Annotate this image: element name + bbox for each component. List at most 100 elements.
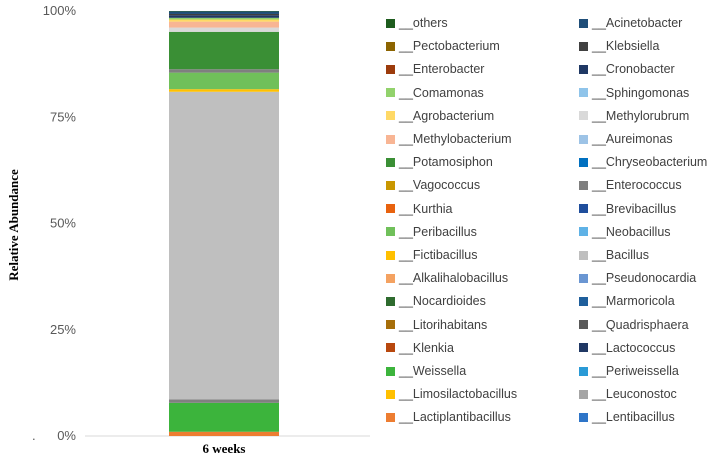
legend-item: __Cronobacter bbox=[579, 60, 675, 78]
legend-label: __Leuconostoc bbox=[592, 387, 677, 402]
legend-item: __Marmoricola bbox=[579, 292, 675, 310]
legend-item: __Lentibacillus bbox=[579, 408, 675, 426]
legend-label: __Enterobacter bbox=[399, 62, 485, 77]
bar-segment bbox=[169, 72, 279, 90]
legend-swatch bbox=[386, 88, 395, 98]
legend-item: __Comamonas bbox=[386, 84, 484, 102]
legend-swatch bbox=[579, 412, 588, 422]
legend-label: __Aureimonas bbox=[592, 132, 673, 146]
legend-label: __Lentibacillus bbox=[592, 410, 675, 425]
bar-segment bbox=[169, 431, 279, 436]
legend-item: __Aureimonas bbox=[579, 130, 673, 148]
legend-swatch bbox=[579, 320, 588, 330]
legend-item: __Neobacillus bbox=[579, 223, 671, 241]
legend-label: __Alkalihalobacillus bbox=[399, 271, 509, 286]
legend-swatch bbox=[579, 389, 588, 399]
legend-label: __others bbox=[399, 16, 448, 30]
legend-item: __Pectobacterium bbox=[386, 37, 500, 55]
legend-swatch bbox=[386, 412, 395, 422]
legend-label: __Marmoricola bbox=[592, 294, 675, 309]
legend-label: __Peribacillus bbox=[399, 224, 477, 239]
bar-segment bbox=[169, 11, 279, 14]
legend-item: __Limosilactobacillus bbox=[386, 385, 517, 403]
legend-label: __Neobacillus bbox=[592, 224, 671, 239]
legend-item: __Pseudonocardia bbox=[579, 269, 696, 287]
bar-segments bbox=[169, 11, 279, 436]
legend-item: __Vagococcus bbox=[386, 176, 480, 194]
legend-item: __Periweissella bbox=[579, 362, 679, 380]
legend-item: __Quadrisphaera bbox=[579, 316, 689, 334]
legend-item: __Methylorubrum bbox=[579, 107, 689, 125]
legend-swatch bbox=[579, 18, 588, 28]
legend-label: __Cronobacter bbox=[592, 62, 675, 77]
legend-swatch bbox=[579, 157, 588, 167]
bar-segment bbox=[169, 399, 279, 403]
legend-swatch bbox=[579, 296, 588, 306]
legend-item: __Acinetobacter bbox=[579, 14, 682, 32]
legend-swatch bbox=[579, 227, 588, 237]
legend-swatch bbox=[579, 180, 588, 190]
y-axis-title: Relative Abundance bbox=[6, 169, 21, 281]
legend-swatch bbox=[386, 343, 395, 353]
legend-label: __Chryseobacterium bbox=[592, 155, 708, 170]
legend-swatch bbox=[386, 64, 395, 74]
bar-segment bbox=[169, 21, 279, 28]
legend-label: __Fictibacillus bbox=[399, 248, 478, 262]
legend-item: __Litorihabitans bbox=[386, 316, 487, 334]
legend-item: __Methylobacterium bbox=[386, 130, 512, 148]
legend-swatch bbox=[386, 111, 395, 121]
legend-label: __Bacillus bbox=[592, 248, 649, 262]
bar-segment bbox=[169, 19, 279, 22]
legend-swatch bbox=[386, 41, 395, 51]
legend-item: __Sphingomonas bbox=[579, 84, 689, 102]
legend-label: __Pseudonocardia bbox=[592, 271, 697, 286]
legend-swatch bbox=[579, 204, 588, 214]
y-tick-label: 75% bbox=[50, 109, 76, 124]
x-category-label: 6 weeks bbox=[203, 441, 246, 456]
legend-label: __Methylorubrum bbox=[592, 108, 690, 123]
bar-segment bbox=[169, 15, 279, 18]
legend-swatch bbox=[579, 41, 588, 51]
legend-label: __Potamosiphon bbox=[399, 155, 493, 170]
bar-segment bbox=[169, 402, 279, 432]
legend-swatch bbox=[579, 250, 588, 260]
legend-label: __Litorihabitans bbox=[399, 317, 488, 332]
legend-swatch bbox=[579, 134, 588, 144]
legend-label: __Comamonas bbox=[399, 85, 484, 100]
legend-swatch bbox=[579, 88, 588, 98]
legend-label: __Periweissella bbox=[592, 364, 679, 378]
legend-item: __Fictibacillus bbox=[386, 246, 478, 264]
legend-item: __Chryseobacterium bbox=[579, 153, 707, 171]
bar-segment bbox=[169, 17, 279, 20]
legend-swatch bbox=[579, 64, 588, 74]
legend-item: __others bbox=[386, 14, 448, 32]
legend-swatch bbox=[386, 157, 395, 167]
legend-label: __Klenkia bbox=[399, 340, 454, 355]
legend-item: __Klenkia bbox=[386, 339, 454, 357]
legend-swatch bbox=[386, 366, 395, 376]
legend-label: __Enterococcus bbox=[592, 178, 682, 193]
bar-segment bbox=[169, 31, 279, 70]
bar-segment bbox=[169, 69, 279, 73]
legend-label: __Kurthia bbox=[399, 201, 453, 216]
legend-label: __Weissella bbox=[399, 364, 467, 378]
legend-swatch bbox=[386, 389, 395, 399]
bar-segment bbox=[169, 27, 279, 32]
legend-label: __Pectobacterium bbox=[399, 39, 500, 54]
y-axis-ticks: 0% 25% 50% 75% 100% bbox=[43, 3, 77, 443]
legend-swatch bbox=[579, 111, 588, 121]
legend-item: __Klebsiella bbox=[579, 37, 659, 55]
legend-label: __Lactococcus bbox=[592, 340, 676, 355]
legend-swatch bbox=[386, 227, 395, 237]
legend-label: __Brevibacillus bbox=[592, 201, 677, 216]
legend-swatch bbox=[386, 296, 395, 306]
legend-item: __Enterococcus bbox=[579, 176, 682, 194]
corner-mark: . bbox=[32, 428, 36, 443]
bar-segment bbox=[169, 89, 279, 92]
legend-swatch bbox=[386, 18, 395, 28]
legend-swatch bbox=[579, 343, 588, 353]
legend-swatch bbox=[386, 204, 395, 214]
y-tick-label: 25% bbox=[50, 322, 76, 337]
bar-segment bbox=[169, 91, 279, 400]
